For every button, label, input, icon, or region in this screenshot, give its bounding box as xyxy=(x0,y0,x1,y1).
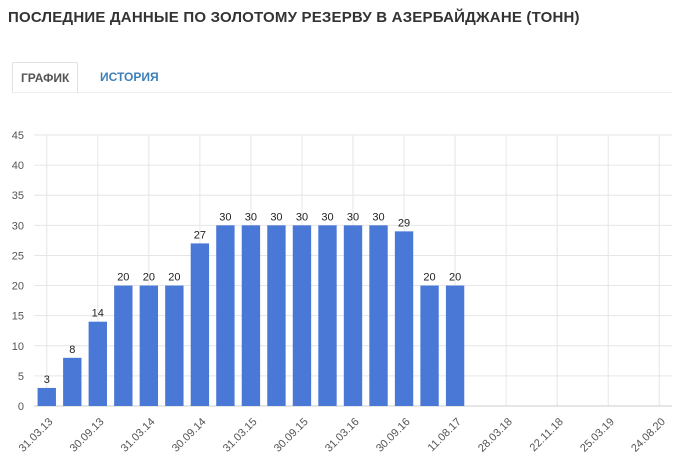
y-tick-label: 20 xyxy=(12,281,24,293)
y-tick-label: 10 xyxy=(12,341,24,353)
page-title: ПОСЛЕДНИЕ ДАННЫЕ ПО ЗОЛОТОМУ РЕЗЕРВУ В А… xyxy=(8,9,580,26)
bar xyxy=(267,225,286,406)
bar xyxy=(420,285,439,406)
y-tick-label: 5 xyxy=(18,371,24,383)
gold-reserve-bar-chart: 0 5 10 15 20 25 30 35 40 45 3 8 14 20 20 20 27 30 30 30 30 30… xyxy=(12,130,672,455)
bar xyxy=(343,225,363,406)
tab-bar: График История xyxy=(12,62,672,94)
bar xyxy=(216,225,235,406)
data-label: 30 xyxy=(245,211,257,223)
data-label: 30 xyxy=(296,211,308,223)
data-label: 20 xyxy=(143,272,155,284)
data-label: 14 xyxy=(92,308,104,320)
x-tick-label: 31.03.15 xyxy=(221,416,260,455)
data-label: 30 xyxy=(270,211,282,223)
data-label: 8 xyxy=(69,344,75,356)
bar xyxy=(394,231,414,406)
x-tick-label: 30.09.16 xyxy=(374,416,413,455)
x-tick-label: 31.03.14 xyxy=(119,416,158,455)
x-tick-label: 31.03.13 xyxy=(17,416,56,455)
bar xyxy=(165,285,184,406)
y-tick-label: 25 xyxy=(12,250,24,262)
x-tick-label: 31.03.16 xyxy=(323,416,362,455)
y-tick-label: 15 xyxy=(12,311,24,323)
y-tick-label: 40 xyxy=(12,160,24,172)
data-label: 30 xyxy=(321,211,333,223)
data-label: 30 xyxy=(372,211,384,223)
bar xyxy=(369,225,388,406)
data-label: 29 xyxy=(398,217,410,229)
x-tick-label: 24.08.20 xyxy=(629,416,668,455)
x-tick-label: 25.03.19 xyxy=(578,416,617,455)
data-label: 30 xyxy=(347,211,359,223)
bar xyxy=(63,357,82,406)
bar xyxy=(445,285,465,406)
x-tick-label: 22.11.18 xyxy=(528,416,566,454)
x-tick-label: 30.09.14 xyxy=(170,416,209,455)
x-tick-label: 30.09.13 xyxy=(68,416,107,455)
data-label: 20 xyxy=(117,272,129,284)
data-label: 30 xyxy=(219,211,231,223)
data-label: 27 xyxy=(194,229,206,241)
bar xyxy=(318,225,337,406)
bar xyxy=(190,243,210,406)
data-label: 20 xyxy=(423,272,435,284)
data-label: 20 xyxy=(168,272,180,284)
y-tick-label: 45 xyxy=(12,130,24,142)
bar xyxy=(139,285,159,406)
bar xyxy=(241,225,261,406)
bar xyxy=(114,285,133,406)
y-tick-label: 0 xyxy=(18,401,24,413)
bar xyxy=(88,321,107,406)
data-label: 3 xyxy=(44,374,50,386)
tab-divider xyxy=(12,92,672,93)
tab-history[interactable]: История xyxy=(100,70,159,84)
y-tick-label: 30 xyxy=(12,220,24,232)
bar xyxy=(292,225,312,406)
bar xyxy=(37,387,56,406)
tab-chart[interactable]: График xyxy=(12,62,79,94)
x-tick-label: 11.08.17 xyxy=(426,416,464,454)
x-tick-label: 28.03.18 xyxy=(476,416,515,455)
x-tick-label: 30.09.15 xyxy=(272,416,311,455)
y-tick-label: 35 xyxy=(12,190,24,202)
data-label: 20 xyxy=(449,272,461,284)
